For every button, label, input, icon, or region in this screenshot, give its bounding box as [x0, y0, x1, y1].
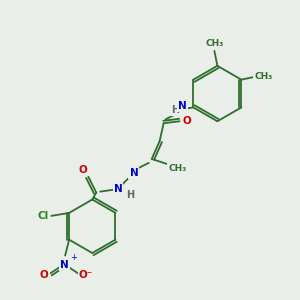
Text: N: N [178, 101, 187, 111]
Text: CH₃: CH₃ [254, 72, 272, 81]
Text: CH₃: CH₃ [168, 164, 187, 173]
Text: N: N [60, 260, 68, 270]
Text: +: + [70, 254, 77, 262]
Text: O: O [40, 270, 49, 280]
Text: CH₃: CH₃ [205, 40, 224, 49]
Text: H: H [172, 105, 180, 116]
Text: O: O [78, 165, 87, 175]
Text: O⁻: O⁻ [79, 270, 93, 280]
Text: Cl: Cl [38, 211, 49, 221]
Text: N: N [130, 168, 138, 178]
Text: O: O [182, 116, 191, 126]
Text: N: N [114, 184, 122, 194]
Text: H: H [126, 190, 134, 200]
